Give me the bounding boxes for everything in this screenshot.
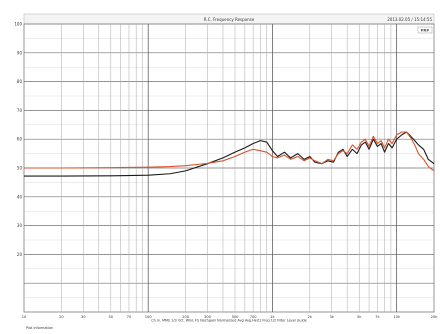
x-tick-label: 200 xyxy=(182,315,190,319)
x-tick-label: 300 xyxy=(204,315,212,319)
x-tick-label: 10 xyxy=(22,315,27,319)
y-tick-label: 80 xyxy=(17,79,23,84)
footer-caption: Ch.in. MMS 1/3 Oct. WinL FS Nochgain Nor… xyxy=(151,319,307,323)
x-tick-label: 100 xyxy=(145,315,153,319)
series-line-2 xyxy=(24,131,435,172)
chart-timestamp: 2013.02.05 / 15:14:55 xyxy=(387,17,432,22)
x-tick-label: 1k xyxy=(270,315,275,319)
x-tick-label: 50 xyxy=(109,315,114,319)
y-tick-label: 90 xyxy=(17,50,23,55)
y-tick-label: 40 xyxy=(17,194,23,199)
x-tick-label: 20 xyxy=(59,315,64,319)
x-tick-label: 30 xyxy=(81,315,86,319)
x-tick-label: 500 xyxy=(232,315,240,319)
y-tick-labels: 100 90 80 70 60 50 40 30 20 xyxy=(14,22,22,257)
x-tick-label: 20k xyxy=(431,315,439,319)
x-tick-label: 10k xyxy=(393,315,401,319)
chart-title: R.C. Frequency Response xyxy=(204,17,255,22)
plot-information-label: Plot information xyxy=(26,326,53,330)
series-line-1 xyxy=(24,131,435,177)
y-tick-label: 60 xyxy=(17,137,23,142)
legend-box xyxy=(417,26,433,34)
x-tick-label: 5k xyxy=(357,315,362,319)
x-tick-label: 7k xyxy=(375,315,380,319)
x-tick-labels: 10 20 30 50 70 100 200 300 500 700 1k 2k 3k 5k 7k 10k 20… xyxy=(22,315,439,319)
y-tick-label: 30 xyxy=(17,223,23,228)
y-tick-label: 70 xyxy=(17,108,23,113)
legend-label: FR# xyxy=(421,29,429,33)
x-tick-label: 3k xyxy=(329,315,334,319)
series-layer xyxy=(24,131,435,177)
x-tick-label: 700 xyxy=(250,315,258,319)
y-tick-label: 20 xyxy=(17,252,23,257)
x-tick-label: 2k xyxy=(308,315,313,319)
x-tick-label: 70 xyxy=(127,315,132,319)
y-tick-label: 50 xyxy=(17,166,23,171)
y-tick-label: 100 xyxy=(14,22,22,27)
